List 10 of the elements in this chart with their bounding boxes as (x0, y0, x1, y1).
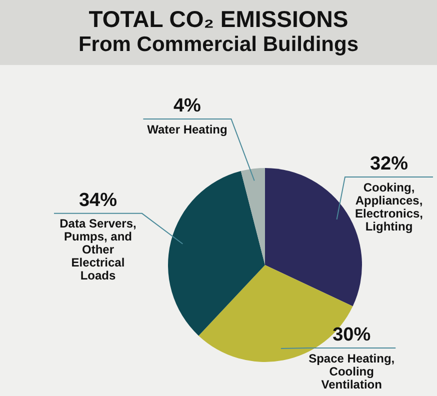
data-label: 4% (173, 96, 202, 117)
data-label: 30% (332, 324, 371, 346)
slice-label: Space Heating, Cooling Ventilation (308, 351, 395, 392)
chart-subtitle: From Commercial Buildings (77, 33, 360, 57)
data-label: 32% (370, 154, 408, 175)
slice-label: Water Heating (147, 122, 228, 136)
data-label: 34% (78, 190, 118, 212)
slice-label: Cooking, Appliances, Electronics, Lighting (354, 180, 424, 234)
chart-title: TOTAL CO₂ EMISSIONS (88, 6, 350, 33)
slice-label: Data Servers, Pumps, and Other Electrical Loads (60, 216, 136, 283)
